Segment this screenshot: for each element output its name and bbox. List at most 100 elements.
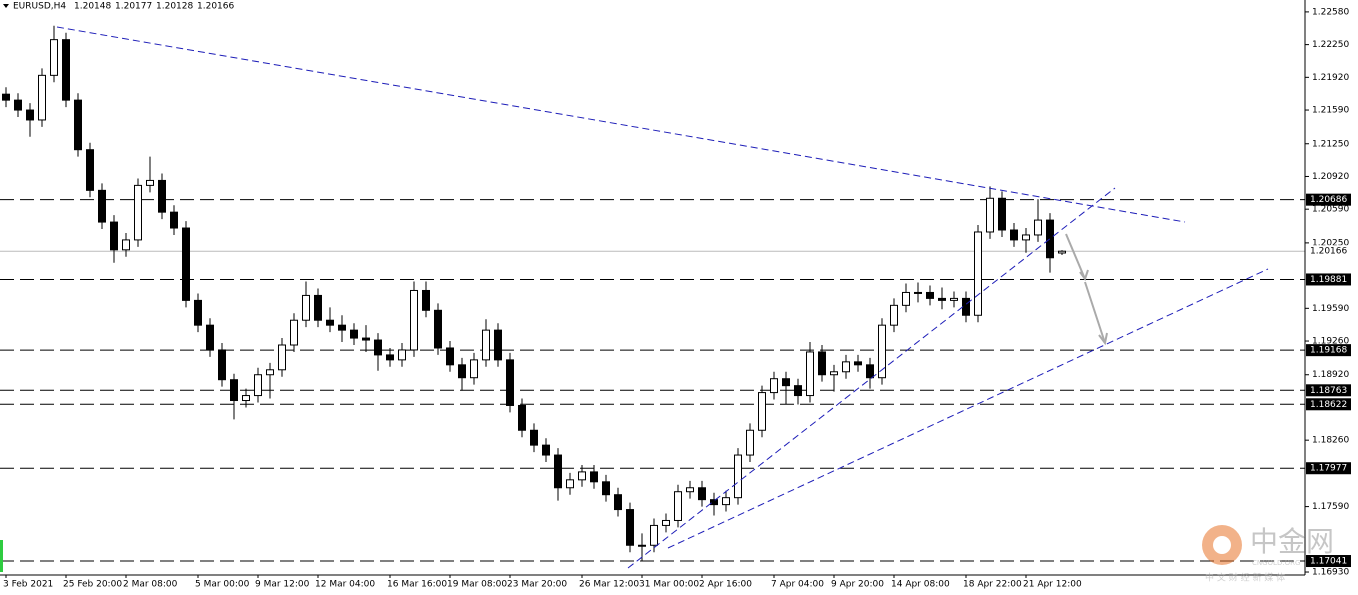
price-tag (1306, 344, 1351, 357)
candle-body (1046, 219, 1054, 259)
candle-body (314, 294, 322, 321)
indicator (0, 540, 3, 572)
candle-body (506, 359, 514, 406)
candle-body (734, 454, 742, 499)
x-tick-label: 9 Mar 12:00 (255, 580, 310, 590)
candle-body (194, 299, 202, 326)
candle-body (638, 544, 646, 547)
candle-body (674, 491, 682, 521)
header: EURUSD,H4 1.20148 1.20177 1.20128 1.20166 (3, 2, 234, 12)
watermark-site: CNGOLD.ORG (1252, 559, 1300, 567)
candle-body (698, 487, 706, 501)
price-tag-label: 1.19168 (1310, 346, 1347, 356)
candle-body (986, 197, 994, 233)
x-tick-label: 31 Mar 00:00 (639, 580, 699, 590)
x-tick-label: 5 Mar 00:00 (195, 580, 250, 590)
candle-body (278, 344, 286, 371)
candle-body (974, 231, 982, 316)
x-tick-label: 3 Feb 2021 (3, 580, 53, 590)
candle-body (626, 509, 634, 546)
candle-body (398, 349, 406, 361)
candle-body (926, 291, 934, 299)
candle-body (902, 291, 910, 306)
price-tag (1306, 384, 1351, 397)
x-tick-label: 2 Mar 08:00 (123, 580, 178, 590)
candle-body (806, 351, 814, 397)
candle-body (98, 189, 106, 223)
candle-body (602, 481, 610, 496)
arrow (1084, 281, 1106, 344)
forecast-arrow (1065, 233, 1108, 346)
y-tick-label: 1.18260 (1312, 436, 1349, 446)
candle-body (1034, 219, 1042, 236)
candle-body (578, 471, 586, 481)
candle-body (614, 494, 622, 511)
y-tick-label: 1.18920 (1312, 370, 1349, 380)
candle-body (998, 197, 1006, 231)
arrow-head (1098, 332, 1108, 346)
candle-body (422, 289, 430, 311)
price-tag (1306, 555, 1351, 568)
candle-body (374, 339, 382, 356)
candle-body (50, 39, 58, 76)
x-tick-label: 7 Apr 04:00 (771, 580, 824, 590)
candle-body (710, 499, 718, 506)
y-tick-label: 1.21590 (1312, 106, 1349, 116)
candle-body (770, 378, 778, 394)
x-tick-label: 23 Mar 20:00 (507, 580, 567, 590)
trend-lines (56, 26, 1269, 569)
candle-body (122, 239, 130, 251)
candle-body (434, 309, 442, 349)
candle-body (1010, 229, 1018, 241)
y-tick-label: 1.20250 (1312, 238, 1349, 248)
candle-body (530, 429, 538, 446)
candle-body (470, 359, 478, 379)
candle-body (458, 364, 466, 379)
candle-body (938, 297, 946, 301)
y-tick-label: 1.22580 (1312, 7, 1349, 17)
candle-body (518, 404, 526, 431)
candle-body (446, 347, 454, 366)
candle-body (386, 354, 394, 361)
candle-body (866, 364, 874, 379)
trend-line (56, 26, 1186, 223)
candle-body (662, 519, 670, 526)
symbol: EURUSD,H4 (13, 2, 66, 12)
candle-body (146, 179, 154, 186)
header-value: 1.20128 (156, 2, 193, 12)
candle-body (62, 39, 70, 101)
price-tag-label: 1.17041 (1310, 557, 1347, 567)
candle-body (842, 361, 850, 373)
watermark: 中金网 CNGOLD.ORG 中 文 财 经 新 媒 体 (1202, 525, 1334, 584)
candle-body (410, 289, 418, 351)
price-tag-label: 1.20686 (1310, 195, 1347, 205)
price-tag-label: 1.20166 (1310, 247, 1347, 257)
candle-body (758, 392, 766, 431)
candle-body (134, 184, 142, 241)
candle-body (218, 349, 226, 381)
x-tick-label: 2 Apr 16:00 (699, 580, 752, 590)
price-tag-label: 1.17977 (1310, 464, 1347, 474)
candle-body (302, 294, 310, 321)
arrow-head (1079, 269, 1089, 282)
watermark-name: 中金网 (1250, 525, 1334, 558)
price-tag (1306, 273, 1351, 286)
candle-body (794, 385, 802, 397)
candle-body (830, 371, 838, 376)
candle-body (338, 324, 346, 331)
x-tick-label: 25 Feb 20:00 (63, 580, 122, 590)
candle-body (290, 319, 298, 346)
candle-body (650, 524, 658, 546)
x-tick-label: 18 Apr 22:00 (963, 580, 1022, 590)
trend-line (667, 268, 1269, 549)
price-tag (1306, 398, 1351, 411)
header-value: 1.20177 (115, 2, 152, 12)
trend-line (627, 187, 1116, 569)
candle-body (878, 324, 886, 379)
candle-body (590, 471, 598, 483)
candle-body (686, 487, 694, 493)
candle-body (326, 319, 334, 326)
header-value: 1.20148 (74, 2, 111, 12)
candle-body (1022, 234, 1030, 241)
